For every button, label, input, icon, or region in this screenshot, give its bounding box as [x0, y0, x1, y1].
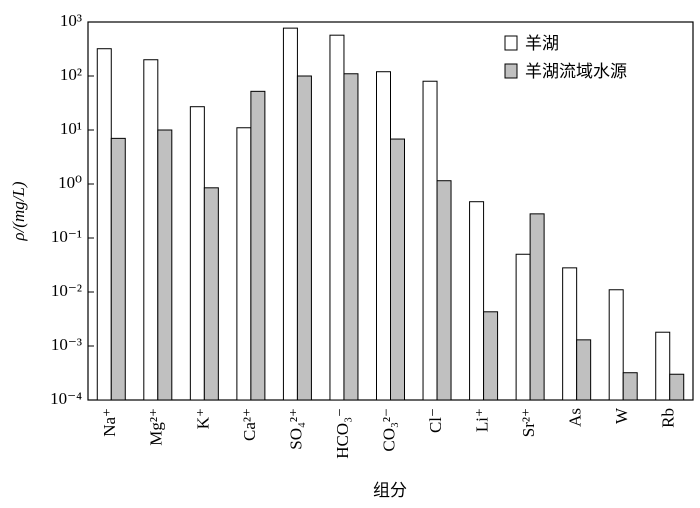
bar — [250, 90, 266, 401]
x-tick-label: Mg²⁺ — [147, 408, 166, 446]
y-tick-label: 10⁻¹ — [51, 227, 82, 246]
y-tick-label: 10⁻² — [51, 281, 82, 300]
y-tick-label: 10⁻³ — [51, 335, 82, 354]
legend-swatch — [504, 63, 518, 79]
x-tick-label: Ca²⁺ — [240, 408, 259, 441]
legend-swatch — [504, 35, 518, 51]
bar — [422, 80, 438, 401]
bar — [655, 331, 671, 401]
bar — [669, 373, 685, 401]
bar — [529, 213, 545, 401]
x-tick-label: K⁺ — [193, 408, 212, 429]
bar — [157, 129, 173, 401]
bar — [96, 48, 112, 401]
y-tick-label: 10⁰ — [58, 173, 82, 192]
y-tick-label: 10³ — [60, 11, 82, 30]
bar — [203, 187, 219, 401]
x-tick-label: Sr²⁺ — [519, 408, 538, 437]
bar — [469, 201, 485, 401]
bar — [515, 253, 531, 401]
x-tick-label: Na⁺ — [100, 408, 119, 437]
legend-label: 羊湖流域水源 — [525, 62, 627, 82]
bar — [622, 372, 638, 401]
bar — [189, 106, 205, 401]
x-tick-label: HCO₃⁻ — [333, 408, 352, 459]
y-tick-label: 10¹ — [60, 119, 82, 138]
bar — [608, 289, 624, 401]
x-tick-label: W — [612, 407, 631, 424]
bar — [143, 59, 159, 401]
bar — [296, 75, 312, 401]
bar — [282, 27, 298, 401]
bar — [483, 311, 499, 401]
bar — [329, 34, 345, 401]
bar — [236, 127, 252, 401]
bar — [562, 267, 578, 401]
x-tick-label: Rb — [659, 408, 678, 428]
x-tick-label: Li⁺ — [472, 408, 491, 432]
y-axis-label: ρ/(mg/L) — [9, 181, 28, 241]
x-tick-label: Cl⁻ — [426, 408, 445, 433]
x-axis-label: 组分 — [373, 481, 407, 501]
bar — [390, 138, 405, 401]
bar — [376, 71, 391, 401]
y-tick-label: 10² — [60, 65, 82, 84]
legend-label: 羊湖 — [525, 34, 559, 54]
x-tick-label: SO₄²⁺ — [286, 408, 305, 450]
bar — [343, 73, 359, 401]
bar — [110, 137, 126, 401]
y-tick-label: 10⁻⁴ — [50, 389, 82, 408]
x-tick-label: CO₃²⁻ — [379, 408, 398, 452]
bar — [576, 339, 592, 401]
x-tick-label: As — [566, 408, 585, 427]
bar — [436, 180, 452, 401]
